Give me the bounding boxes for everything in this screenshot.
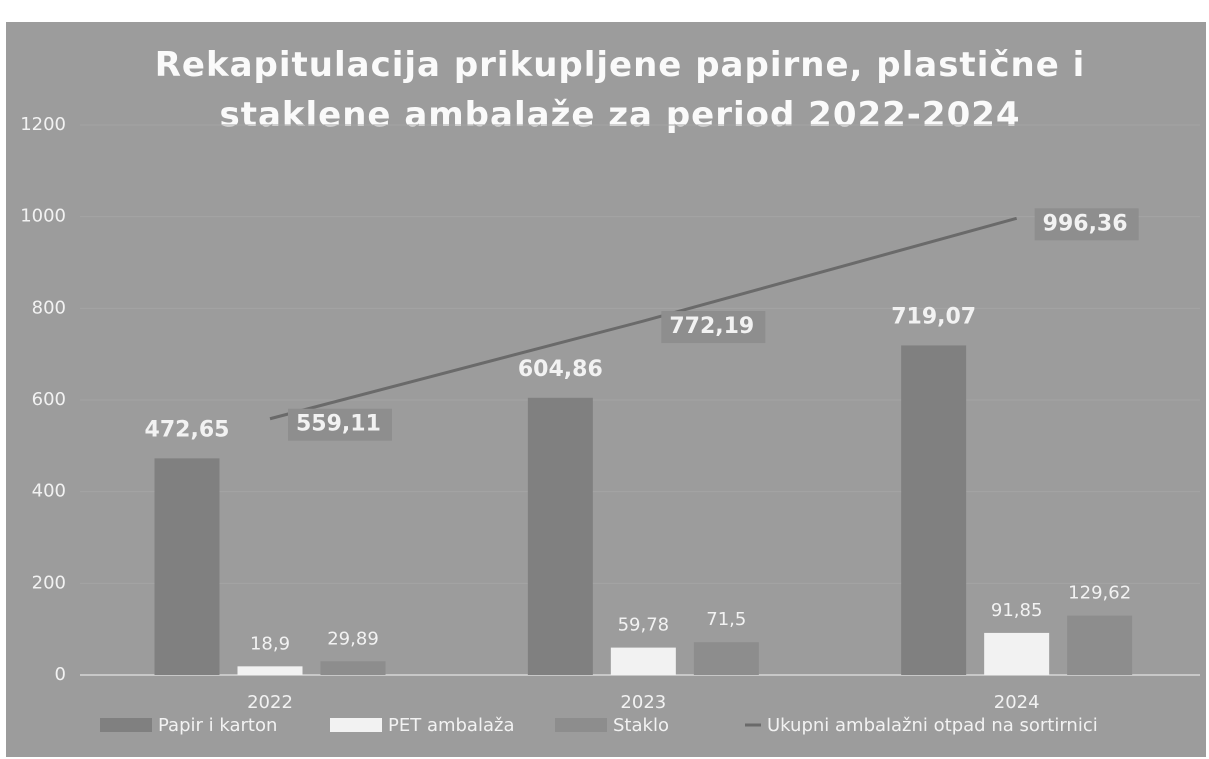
data-label: 29,89	[327, 628, 379, 649]
legend-label: Ukupni ambalažni otpad na sortirnici	[767, 715, 1098, 736]
legend-swatch	[330, 718, 382, 732]
bar	[610, 647, 676, 675]
legend-label: Staklo	[613, 715, 669, 736]
bar	[984, 632, 1050, 675]
y-tick-label: 200	[32, 572, 66, 593]
legend-label: PET ambalaža	[388, 715, 514, 736]
y-tick-label: 1200	[20, 114, 66, 135]
data-label-box	[288, 408, 392, 441]
bar	[901, 345, 967, 675]
data-label: 129,62	[1068, 583, 1131, 604]
data-label-box	[661, 311, 766, 344]
data-label: 91,85	[991, 600, 1043, 621]
data-label: 71,5	[706, 609, 746, 630]
data-label-box	[1034, 208, 1139, 241]
bar	[693, 642, 759, 675]
bar	[1067, 615, 1133, 675]
data-label: 18,9	[250, 633, 290, 654]
y-tick-label: 1000	[20, 206, 66, 227]
chart-title-box: Rekapitulacija prikupljene papirne, plas…	[154, 45, 1086, 135]
bar	[527, 397, 593, 675]
data-label: 996,36	[1043, 211, 1128, 236]
y-tick-label: 600	[32, 389, 66, 410]
legend-label: Papir i karton	[158, 715, 277, 736]
data-label: 472,65	[145, 417, 230, 442]
legend-swatch	[100, 718, 152, 732]
chart-title: Rekapitulacija prikupljene papirne, plas…	[154, 45, 1086, 135]
y-tick-label: 800	[32, 297, 66, 318]
x-tick-label: 2022	[247, 692, 293, 713]
data-label: 559,11	[296, 412, 381, 437]
x-tick-label: 2024	[994, 692, 1040, 713]
data-label: 719,07	[891, 304, 976, 329]
y-tick-label: 400	[32, 481, 66, 502]
data-label: 772,19	[669, 314, 754, 339]
data-label: 59,78	[618, 615, 670, 636]
bar	[320, 661, 386, 675]
bar	[237, 666, 303, 675]
line	[269, 216, 1018, 421]
y-tick-label: 0	[55, 664, 66, 685]
bar	[154, 458, 220, 675]
legend-swatch	[555, 718, 607, 732]
x-tick-label: 2023	[620, 692, 666, 713]
data-label: 604,86	[518, 357, 603, 382]
